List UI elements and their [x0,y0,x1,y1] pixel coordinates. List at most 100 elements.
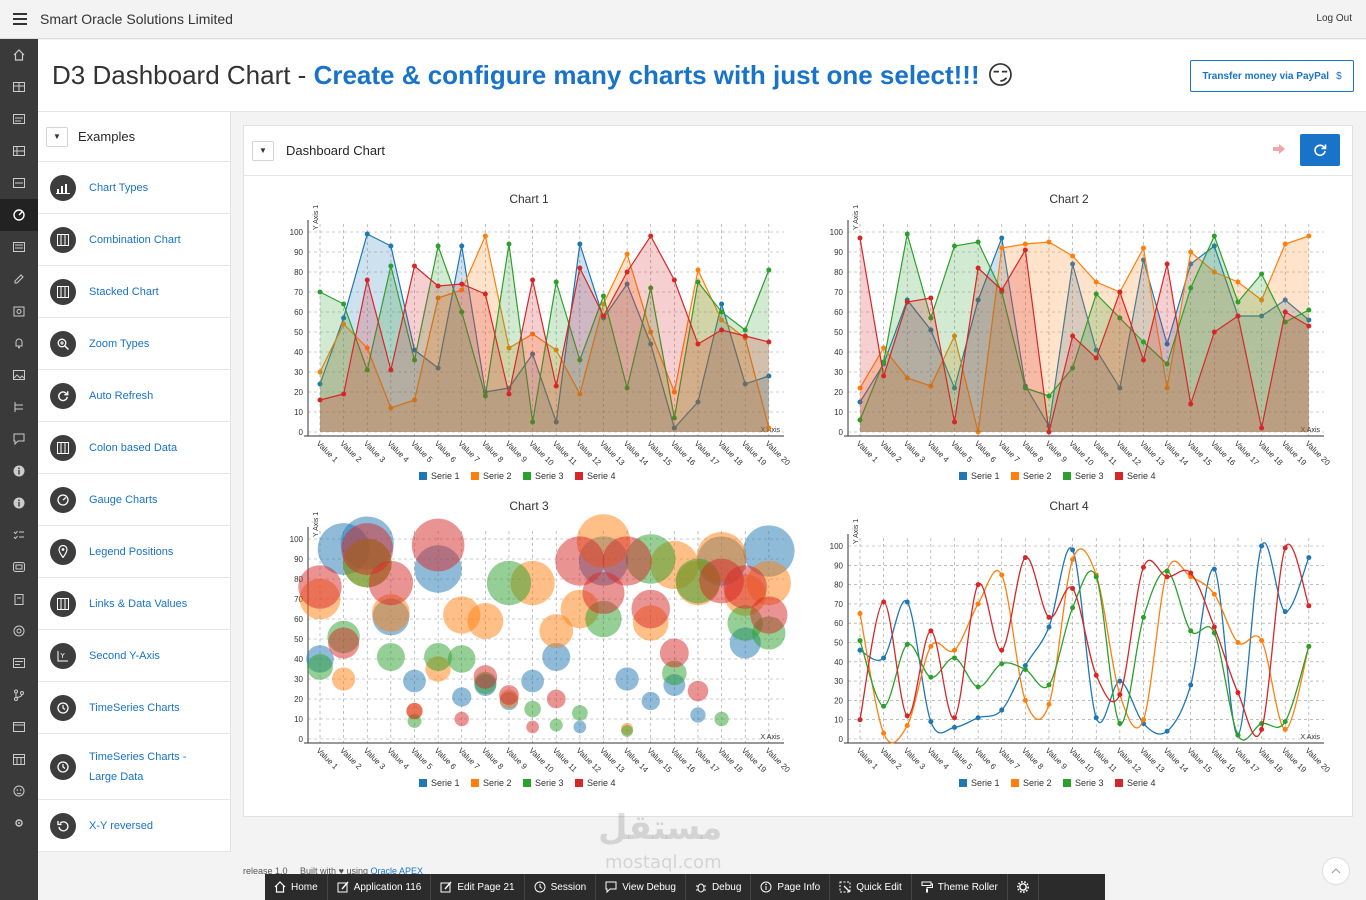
collapse-toggle-main[interactable]: ▼ [252,140,274,161]
nav-tree-icon[interactable] [0,391,38,423]
devbar-item[interactable]: Page Info [751,874,831,900]
logout-link[interactable]: Log Out [1316,13,1352,24]
nav-dashboard-icon[interactable] [0,199,38,231]
nav-table-icon[interactable] [0,71,38,103]
bubble-serie-1 [615,667,639,691]
y-tick-label: 70 [294,288,303,297]
refresh-button[interactable] [1300,134,1340,166]
point-serie-2 [975,429,981,435]
sidebar-item[interactable]: Combination Chart [38,214,230,266]
point-serie-2 [577,391,583,397]
point-serie-2 [1093,279,1099,285]
devbar-item[interactable]: Quick Edit [830,874,912,900]
paypal-button[interactable]: Transfer money via PayPal $ [1190,60,1354,92]
devbar-item[interactable]: Theme Roller [912,874,1008,900]
sidebar-item[interactable]: Stacked Chart [38,266,230,318]
chart-title: Chart 1 [509,192,549,206]
point-serie-3 [881,703,887,709]
line-serie-1 [859,235,1310,428]
sidebar-item[interactable]: Gauge Charts [38,474,230,526]
devbar-item[interactable]: Home [265,874,328,900]
devbar-item[interactable]: Debug [686,874,752,900]
sidebar-item[interactable]: X-Y reversed [38,800,230,852]
devbar-settings[interactable] [1008,874,1039,900]
nav-info-icon-2[interactable] [0,487,38,519]
point-serie-3 [857,417,863,423]
nav-list-icon[interactable] [0,231,38,263]
nav-text-icon[interactable] [0,647,38,679]
collapse-toggle[interactable]: ▼ [46,126,68,147]
x-tick-label: Value 5 [949,439,975,465]
oracle-apex-link[interactable]: Oracle APEX [370,866,423,876]
legend-label: Serie 3 [535,778,564,788]
sidebar-item[interactable]: Legend Positions [38,526,230,578]
point-serie-1 [1164,341,1170,347]
footer: release 1.0 Built with ♥ using Oracle AP… [243,866,423,876]
devbar-item[interactable]: Application 116 [328,874,432,900]
point-serie-4 [1046,614,1052,620]
nav-box-icon[interactable] [0,295,38,327]
x-tick-label: Value 9 [1044,439,1070,465]
nav-comment-icon[interactable] [0,423,38,455]
point-serie-4 [411,263,417,269]
devbar-item[interactable]: Edit Page 21 [431,874,525,900]
nav-info-icon[interactable] [0,455,38,487]
nav-report-icon[interactable] [0,103,38,135]
devbar-item[interactable]: Session [525,874,597,900]
y-tick-label: 20 [294,388,303,397]
area-fill-serie-2 [320,236,769,432]
point-serie-3 [1070,605,1076,611]
point-serie-2 [1282,726,1288,732]
nav-clipboard-icon[interactable] [0,583,38,615]
sidebar-item[interactable]: Zoom Types [38,318,230,370]
sidebar-item-label: Second Y-Axis [89,649,160,662]
nav-calendar-icon[interactable] [0,743,38,775]
x-tick-label: Value 8 [1020,746,1046,772]
legend-swatch-serie-2 [471,472,479,480]
sidebar-item[interactable]: Colon based Data [38,422,230,474]
chart-2: Chart 2 0 10 20 30 40 50 60 70 80 90 100 Value 1 Valu… [804,186,1332,496]
sidebar-item[interactable]: TimeSeries Charts - Large Data [38,734,230,800]
point-serie-3 [904,231,910,237]
nav-edit-icon[interactable] [0,263,38,295]
nav-branch-icon[interactable] [0,679,38,711]
nav-form-icon[interactable] [0,167,38,199]
point-serie-2 [1259,297,1265,303]
chart-types-icon [50,174,76,201]
y-tick-label: 80 [834,581,843,590]
point-serie-1 [1282,297,1288,303]
sidebar-item[interactable]: TimeSeries Charts [38,682,230,734]
y-axis-label: Y Axis 1 [853,519,860,544]
nav-window-icon[interactable] [0,711,38,743]
x-tick-label: Value 1 [315,746,341,772]
nav-grid-icon[interactable] [0,135,38,167]
sidebar-item-label: X-Y reversed [89,819,153,832]
sidebar-item[interactable]: Links & Data Values [38,578,230,630]
point-serie-4 [648,233,654,239]
nav-target-icon[interactable] [0,615,38,647]
scroll-top-button[interactable] [1322,857,1350,885]
area-fill-serie-1 [860,238,1309,432]
devbar-label: View Debug [622,881,676,893]
nav-card-icon[interactable] [0,551,38,583]
sidebar-item[interactable]: Auto Refresh [38,370,230,422]
point-serie-2 [1070,557,1076,563]
bubble-serie-3 [571,705,588,721]
bubble-serie-3 [376,642,405,672]
sidebar-item[interactable]: Chart Types [38,162,230,214]
nav-image-icon[interactable] [0,359,38,391]
nav-checklist-icon[interactable] [0,519,38,551]
sidebar-item[interactable]: Y Second Y-Axis [38,630,230,682]
nav-home-icon[interactable] [0,39,38,71]
x-tick-label: Value 7 [456,439,482,465]
y-tick-label: 30 [834,368,843,377]
nav-face-icon[interactable] [0,775,38,807]
legend-label: Serie 4 [587,778,616,788]
menu-icon[interactable] [0,0,40,39]
nav-gear-icon[interactable] [0,807,38,839]
point-serie-4 [904,299,910,305]
y-tick-label: 100 [830,228,844,237]
nav-bell-icon[interactable] [0,327,38,359]
devbar-item[interactable]: View Debug [596,874,686,900]
clock-icon [534,881,546,893]
